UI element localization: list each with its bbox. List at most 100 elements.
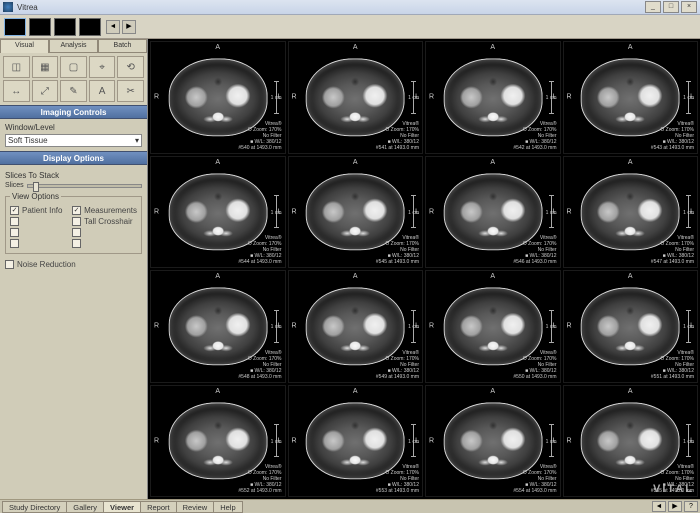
scale-label: 1 cm [546,210,557,216]
image-cell[interactable]: ARL1 cmVitrea®O Zoom: 170%No Filter■ W/L… [425,270,561,383]
noise-reduction-checkbox[interactable] [5,260,14,269]
scale-label: 1 cm [683,439,694,445]
scale-label: 1 cm [546,439,557,445]
image-cell[interactable]: ARL1 cmVitrea®O Zoom: 170%No Filter■ W/L… [288,270,424,383]
imaging-controls-header: Imaging Controls [0,105,147,119]
slice-info-overlay: Vitrea®O Zoom: 170%No Filter■ W/L: 380/1… [513,350,556,380]
tool-button-5[interactable]: ↔ [3,80,30,102]
series-thumbnail[interactable] [54,18,76,36]
panel-tab-batch[interactable]: Batch [98,39,147,53]
checkbox[interactable]: ✓ [10,206,19,215]
slice-info-overlay: Vitrea®O Zoom: 170%No Filter■ W/L: 380/1… [376,235,419,265]
tool-button-8[interactable]: A [89,80,116,102]
bottom-nav-button-2[interactable]: ? [684,501,698,512]
image-cell[interactable]: ARL1 cmVitrea®O Zoom: 170%No Filter■ W/L… [563,385,699,498]
tool-button-4[interactable]: ⟲ [117,56,144,78]
orient-top: A [353,159,358,166]
bottom-tab-gallery[interactable]: Gallery [66,501,104,513]
image-cell[interactable]: ARL1 cmVitrea®O Zoom: 170%No Filter■ W/L… [150,156,286,269]
image-grid: ARL1 cmVitrea®O Zoom: 170%No Filter■ W/L… [148,39,700,499]
slider-thumb[interactable] [33,182,39,192]
tool-button-0[interactable]: ◫ [3,56,30,78]
tool-button-3[interactable]: ⌖ [89,56,116,78]
image-cell[interactable]: ARL1 cmVitrea®O Zoom: 170%No Filter■ W/L… [425,385,561,498]
tool-button-9[interactable]: ✂ [117,80,144,102]
image-cell[interactable]: ARL1 cmVitrea®O Zoom: 170%No Filter■ W/L… [425,156,561,269]
image-cell[interactable]: ARL1 cmVitrea®O Zoom: 170%No Filter■ W/L… [150,41,286,154]
orient-left: R [292,437,297,444]
panel-tab-visual[interactable]: Visual [0,39,49,53]
noise-reduction-label: Noise Reduction [17,260,142,269]
checkbox[interactable] [72,217,81,226]
bottom-tab-review[interactable]: Review [176,501,215,513]
bottom-nav-button-1[interactable]: ▶ [668,501,682,512]
window-level-label: Window/Level [5,123,142,132]
scale-label: 1 cm [271,324,282,330]
scale-label: 1 cm [408,210,419,216]
orient-left: R [154,94,159,101]
slices-to-stack-label: Slices To Stack [5,171,142,180]
view-opt-left-row-1[interactable] [10,217,68,226]
image-cell[interactable]: ARL1 cmVitrea®O Zoom: 170%No Filter■ W/L… [288,41,424,154]
series-thumbnail[interactable] [79,18,101,36]
checkbox[interactable]: ✓ [72,206,81,215]
prev-button[interactable]: ◄ [106,20,120,34]
slice-info-overlay: Vitrea®O Zoom: 170%No Filter■ W/L: 380/1… [651,121,694,151]
checkbox-label: Tall Crosshair [84,217,137,226]
tool-button-6[interactable]: ⤢ [32,80,59,102]
orient-left: R [154,437,159,444]
window-level-select[interactable]: Soft Tissue ▾ [5,134,142,147]
image-cell[interactable]: ARL1 cmVitrea®O Zoom: 170%No Filter■ W/L… [288,156,424,269]
panel-tab-analysis[interactable]: Analysis [49,39,98,53]
slice-info-overlay: Vitrea®O Zoom: 170%No Filter■ W/L: 380/1… [238,464,281,494]
image-cell[interactable]: ARL1 cmVitrea®O Zoom: 170%No Filter■ W/L… [563,156,699,269]
noise-reduction-row[interactable]: Noise Reduction [5,260,142,269]
orient-left: R [567,208,572,215]
image-cell[interactable]: ARL1 cmVitrea®O Zoom: 170%No Filter■ W/L… [150,270,286,383]
checkbox[interactable] [72,239,81,248]
tool-button-1[interactable]: ▦ [32,56,59,78]
image-cell[interactable]: ARL1 cmVitrea®O Zoom: 170%No Filter■ W/L… [288,385,424,498]
title-bar: Vitrea _ □ × [0,0,700,15]
checkbox[interactable] [10,239,19,248]
view-opt-left-row-2[interactable] [10,228,68,237]
image-cell[interactable]: ARL1 cmVitrea®O Zoom: 170%No Filter■ W/L… [150,385,286,498]
minimize-button[interactable]: _ [645,1,661,13]
maximize-button[interactable]: □ [663,1,679,13]
tool-button-2[interactable]: ▢ [60,56,87,78]
slice-info-overlay: Vitrea®O Zoom: 170%No Filter■ W/L: 380/1… [513,235,556,265]
image-cell[interactable]: ARL1 cmVitrea®O Zoom: 170%No Filter■ W/L… [563,41,699,154]
bottom-tab-help[interactable]: Help [213,501,242,513]
thumbnail-bar: ◄ ▶ [0,15,700,39]
slice-info-overlay: Vitrea®O Zoom: 170%No Filter■ W/L: 380/1… [651,464,694,494]
orient-left: R [429,437,434,444]
orient-top: A [490,159,495,166]
checkbox[interactable] [72,228,81,237]
view-opt-left-row-0[interactable]: ✓Patient Info [10,206,68,215]
slice-info-overlay: Vitrea®O Zoom: 170%No Filter■ W/L: 380/1… [238,350,281,380]
view-opt-left-row-3[interactable] [10,239,68,248]
view-opt-right-row-1[interactable]: Tall Crosshair [72,217,137,226]
view-opt-right-row-3[interactable] [72,239,137,248]
slice-info-overlay: Vitrea®O Zoom: 170%No Filter■ W/L: 380/1… [376,350,419,380]
close-button[interactable]: × [681,1,697,13]
slices-slider[interactable] [27,184,142,188]
bottom-tab-report[interactable]: Report [140,501,177,513]
play-button[interactable]: ▶ [122,20,136,34]
series-thumbnail[interactable] [29,18,51,36]
orient-top: A [628,388,633,395]
series-thumbnail[interactable] [4,18,26,36]
image-cell[interactable]: ARL1 cmVitrea®O Zoom: 170%No Filter■ W/L… [563,270,699,383]
scale-label: 1 cm [546,324,557,330]
app-icon [3,2,13,12]
bottom-tab-viewer[interactable]: Viewer [103,501,141,513]
checkbox[interactable] [10,228,19,237]
image-cell[interactable]: ARL1 cmVitrea®O Zoom: 170%No Filter■ W/L… [425,41,561,154]
bottom-tab-study-directory[interactable]: Study Directory [2,501,67,513]
view-opt-right-row-0[interactable]: ✓Measurements [72,206,137,215]
view-opt-right-row-2[interactable] [72,228,137,237]
checkbox[interactable] [10,217,19,226]
slice-info-overlay: Vitrea®O Zoom: 170%No Filter■ W/L: 380/1… [376,464,419,494]
bottom-nav-button-0[interactable]: ◄ [652,501,666,512]
tool-button-7[interactable]: ✎ [60,80,87,102]
